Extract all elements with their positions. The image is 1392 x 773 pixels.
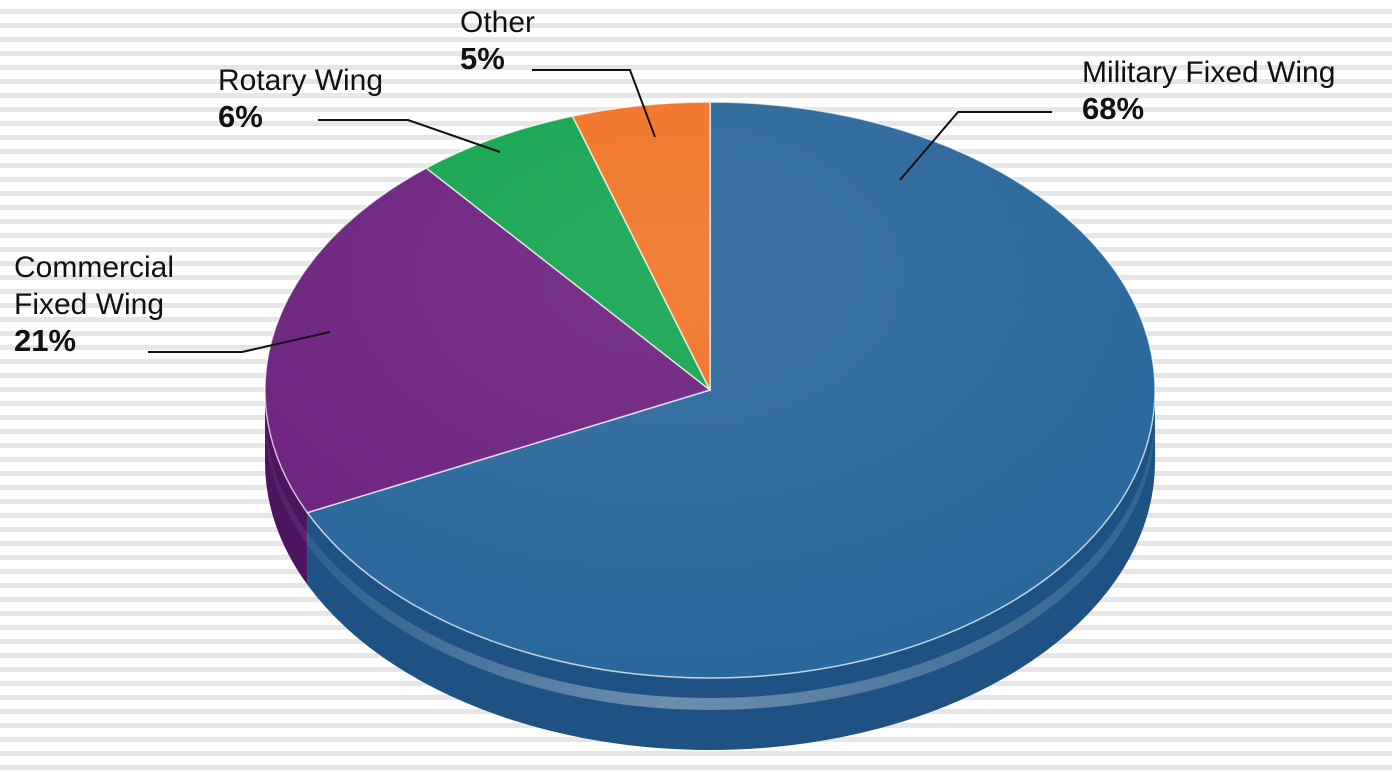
slice-value-rotary-wing: 6%	[218, 99, 263, 134]
pie-slices	[264, 101, 1156, 679]
leader-line-rotary-wing	[318, 119, 501, 153]
leader-lines	[148, 69, 1052, 353]
leader-line-other	[532, 69, 656, 138]
slice-label-commercial-fixed-wing-line-1: Commercial	[14, 251, 174, 284]
slice-label-other: Other	[460, 6, 535, 39]
leader-line-commercial-fixed-wing	[148, 331, 331, 353]
slice-value-other: 5%	[460, 41, 505, 76]
slice-label-rotary-wing: Rotary Wing	[218, 64, 383, 97]
slice-label-military-fixed-wing: Military Fixed Wing	[1082, 56, 1335, 89]
slice-value-commercial-fixed-wing: 21%	[14, 323, 76, 358]
pie-top-shine	[265, 102, 1155, 678]
slice-value-military-fixed-wing: 68%	[1082, 91, 1144, 126]
pie-side-commercial-fixed-wing	[265, 390, 308, 585]
slice-label-commercial-fixed-wing-line-2: Fixed Wing	[14, 288, 164, 321]
leader-line-military-fixed-wing	[899, 111, 1052, 181]
